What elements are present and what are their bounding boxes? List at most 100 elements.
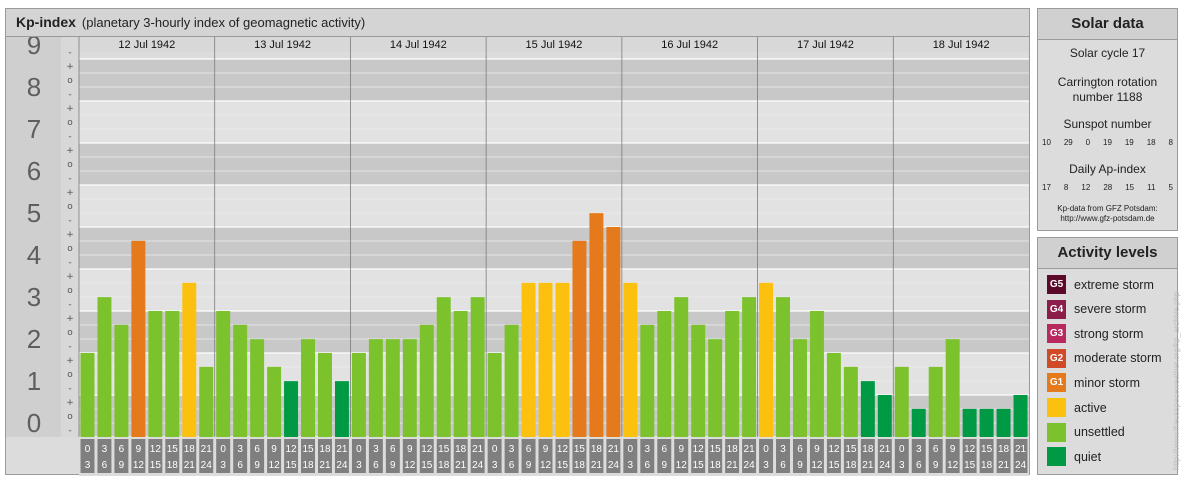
time-box bbox=[233, 439, 248, 473]
time-end-label: 12 bbox=[269, 460, 281, 471]
time-end-label: 24 bbox=[472, 460, 484, 471]
time-end-label: 21 bbox=[591, 460, 603, 471]
time-end-label: 3 bbox=[220, 460, 226, 471]
kp-bar bbox=[1013, 395, 1028, 437]
time-start-label: 18 bbox=[455, 444, 467, 455]
time-box bbox=[284, 439, 299, 473]
y-tick-label: 0 bbox=[27, 408, 41, 438]
time-end-label: 21 bbox=[998, 460, 1010, 471]
time-start-label: 9 bbox=[543, 444, 549, 455]
activity-level-label: strong storm bbox=[1074, 326, 1144, 341]
kp-band bbox=[6, 269, 1029, 311]
y-subtick-label: - bbox=[68, 174, 71, 184]
time-start-label: 18 bbox=[862, 444, 874, 455]
time-start-label: 12 bbox=[421, 444, 433, 455]
time-end-label: 9 bbox=[661, 460, 667, 471]
time-end-label: 24 bbox=[1015, 460, 1027, 471]
kp-bar bbox=[318, 353, 332, 437]
time-start-label: 3 bbox=[509, 444, 515, 455]
time-box bbox=[453, 439, 468, 473]
kp-bar bbox=[962, 408, 977, 437]
time-end-label: 18 bbox=[574, 460, 586, 471]
activity-level-swatch bbox=[1047, 447, 1066, 467]
kp-bar bbox=[911, 408, 926, 437]
time-box bbox=[877, 439, 892, 473]
y-tick-label: 2 bbox=[27, 324, 41, 354]
kp-bar bbox=[148, 311, 163, 437]
time-end-label: 15 bbox=[557, 460, 569, 471]
kp-bar bbox=[114, 324, 129, 437]
time-start-label: 18 bbox=[184, 444, 196, 455]
chart-subtitle: (planetary 3-hourly index of geomagnetic… bbox=[81, 15, 366, 30]
solar-cycle: Solar cycle 17 bbox=[1069, 46, 1146, 60]
time-start-label: 3 bbox=[645, 444, 651, 455]
time-box bbox=[793, 439, 807, 473]
y-subtick-label: - bbox=[68, 426, 71, 436]
time-start-label: 15 bbox=[574, 444, 586, 455]
y-subtick-label: - bbox=[68, 90, 71, 100]
ap-values: 17 8 12 28 15 11 5 bbox=[1042, 183, 1173, 192]
time-box bbox=[945, 439, 960, 473]
kp-bar bbox=[725, 311, 740, 437]
y-subtick-label: + bbox=[66, 272, 74, 282]
time-box bbox=[267, 439, 282, 473]
time-start-label: 15 bbox=[438, 444, 450, 455]
kp-bar bbox=[284, 381, 299, 437]
sunspot-values: 10 29 0 19 19 18 8 bbox=[1042, 138, 1173, 147]
time-start-label: 18 bbox=[591, 444, 603, 455]
time-start-label: 18 bbox=[998, 444, 1010, 455]
source-link[interactable]: http://www.gfz-potsdam.de bbox=[1060, 214, 1155, 223]
time-box bbox=[436, 439, 451, 473]
ap-value: 11 bbox=[1147, 183, 1156, 192]
time-box bbox=[131, 439, 146, 473]
time-box bbox=[996, 439, 1011, 473]
time-box bbox=[674, 439, 689, 473]
kp-bar bbox=[945, 339, 960, 437]
time-end-label: 6 bbox=[237, 460, 243, 471]
time-end-label: 18 bbox=[710, 460, 722, 471]
kp-bar bbox=[928, 366, 943, 437]
time-end-label: 12 bbox=[811, 460, 823, 471]
time-end-label: 3 bbox=[85, 460, 91, 471]
time-end-label: 3 bbox=[899, 460, 905, 471]
time-start-label: 12 bbox=[150, 444, 162, 455]
time-box bbox=[962, 439, 977, 473]
y-tick-label: 5 bbox=[27, 198, 41, 228]
y-tick-label: 7 bbox=[27, 114, 41, 144]
kp-bar bbox=[80, 353, 95, 437]
time-box bbox=[250, 439, 265, 473]
time-end-label: 24 bbox=[608, 460, 620, 471]
time-end-label: 9 bbox=[526, 460, 532, 471]
time-end-label: 21 bbox=[184, 460, 196, 471]
activity-level-swatch: G2 bbox=[1047, 348, 1066, 368]
time-start-label: 15 bbox=[710, 444, 722, 455]
time-box bbox=[589, 439, 604, 473]
time-box bbox=[182, 439, 197, 473]
y-tick-label: 9 bbox=[27, 30, 41, 60]
time-end-label: 9 bbox=[119, 460, 125, 471]
time-end-label: 9 bbox=[933, 460, 939, 471]
time-end-label: 6 bbox=[509, 460, 515, 471]
day-label: 14 Jul 1942 bbox=[390, 39, 447, 51]
activity-level-swatch bbox=[1047, 422, 1066, 442]
source-line1: Kp-data from GFZ Potsdam: bbox=[1057, 204, 1158, 213]
kp-bar bbox=[182, 282, 197, 437]
y-tick-label: 4 bbox=[27, 240, 41, 270]
time-start-label: 3 bbox=[102, 444, 108, 455]
time-end-label: 9 bbox=[797, 460, 803, 471]
time-end-label: 6 bbox=[373, 460, 379, 471]
chart-title: Kp-index bbox=[16, 14, 76, 30]
kp-band bbox=[6, 185, 1029, 227]
kp-bar bbox=[793, 339, 807, 437]
time-start-label: 6 bbox=[119, 444, 125, 455]
kp-bar bbox=[623, 282, 638, 437]
date-strip bbox=[79, 37, 1029, 52]
kp-bar bbox=[470, 297, 485, 437]
y-subtick-label: + bbox=[66, 62, 74, 72]
time-start-label: 3 bbox=[916, 444, 922, 455]
activity-level-swatch: G1 bbox=[1047, 373, 1066, 393]
time-start-label: 21 bbox=[336, 444, 348, 455]
y-subtick-label: - bbox=[68, 342, 71, 352]
time-end-label: 12 bbox=[404, 460, 416, 471]
kp-bar bbox=[334, 381, 349, 437]
